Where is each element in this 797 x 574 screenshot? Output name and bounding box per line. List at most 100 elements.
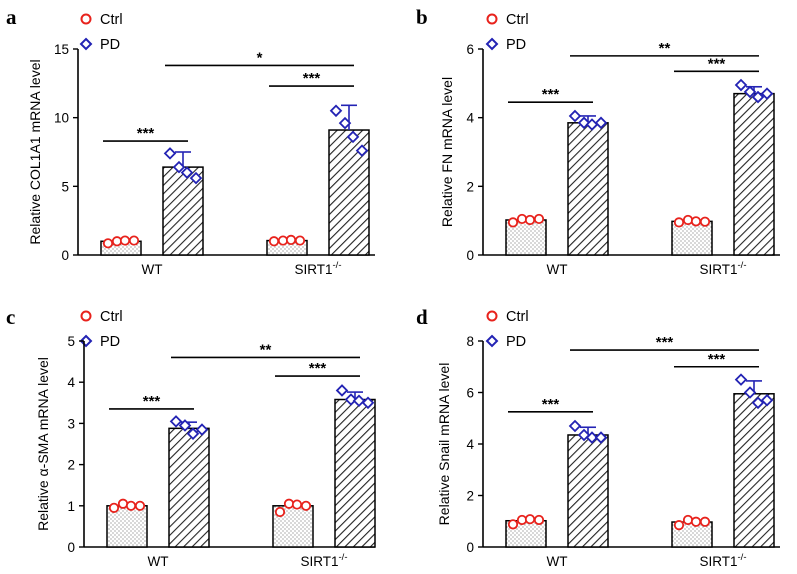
x-category-label: SIRT1-/-: [700, 552, 747, 569]
legend-ctrl-marker: [486, 13, 498, 25]
y-tick-label: 0: [466, 540, 474, 555]
data-point-ctrl: [690, 516, 702, 527]
panel-a: a Ctrl PD 0 5 10 15 Relative COL1A1 mRNA level W…: [6, 5, 375, 277]
data-point-pd: [195, 423, 209, 436]
data-point-pd: [760, 87, 774, 100]
data-point-ctrl: [102, 238, 114, 249]
data-point-pd: [163, 147, 177, 160]
data-point-pd: [734, 373, 748, 386]
x-category-label: WT: [547, 554, 568, 569]
data-point-pd: [338, 116, 352, 130]
data-point-ctrl: [682, 214, 694, 226]
data-point-pd: [585, 431, 599, 444]
data-point-pd: [568, 419, 582, 433]
y-tick-label: 4: [67, 375, 75, 390]
x-category-label: SIRT1-/-: [295, 260, 342, 277]
panel-letter: d: [416, 305, 428, 329]
x-category-superscript: -/-: [738, 552, 747, 563]
data-point-pd: [169, 415, 183, 428]
legend-ctrl-label: Ctrl: [506, 12, 529, 28]
significance-label: ***: [137, 125, 155, 142]
legend-pd-label: PD: [100, 37, 120, 53]
y-tick-label: 0: [466, 248, 474, 263]
significance-label: *: [257, 49, 263, 66]
y-tick-label: 5: [61, 179, 69, 194]
panel-letter: b: [416, 5, 428, 29]
data-point-ctrl: [524, 514, 536, 525]
data-point-pd: [734, 78, 748, 92]
y-axis-label: Relative α-SMA mRNA level: [35, 357, 51, 531]
data-point-ctrl: [119, 235, 131, 246]
data-point-pd: [361, 396, 375, 410]
x-category-superscript: -/-: [339, 552, 348, 563]
y-axis-label: Relative FN mRNA level: [439, 77, 455, 227]
data-point-pd: [355, 144, 369, 157]
data-point-ctrl: [134, 500, 146, 511]
x-category-label: WT: [148, 554, 169, 569]
data-point-ctrl: [507, 519, 519, 530]
data-point-ctrl: [699, 216, 711, 227]
panel-b: b Ctrl PD 0 2 4 6 Relative FN mRNA level WT SIRT1…: [416, 5, 780, 277]
bar-pd-sirt1: [733, 393, 775, 548]
data-point-ctrl: [111, 236, 123, 247]
x-category-label: WT: [142, 262, 163, 277]
data-point-pd: [346, 130, 360, 144]
panel-c: c Ctrl PD 0 1 2 3 4 5 Relative α-SMA mRNA level WT…: [6, 305, 376, 569]
panel-letter: a: [6, 5, 17, 29]
legend-ctrl-label: Ctrl: [100, 309, 123, 325]
data-point-ctrl: [108, 502, 120, 513]
significance-label: ***: [542, 86, 560, 103]
bar-pd-wt: [567, 434, 609, 548]
data-point-ctrl: [268, 236, 280, 247]
legend-pd-label: PD: [506, 334, 526, 350]
significance-label: ***: [708, 55, 726, 72]
bar-pd-sirt1: [334, 398, 376, 548]
data-point-pd: [178, 419, 192, 432]
panel-letter: c: [6, 305, 15, 329]
data-point-pd: [172, 160, 186, 174]
data-point-ctrl: [283, 498, 295, 509]
data-point-pd: [594, 431, 608, 444]
data-point-ctrl: [690, 216, 702, 227]
data-point-ctrl: [507, 217, 519, 228]
data-point-ctrl: [274, 506, 286, 518]
data-point-pd: [329, 104, 343, 118]
data-point-ctrl: [673, 520, 685, 531]
significance-label: **: [659, 40, 671, 57]
data-point-ctrl: [300, 500, 312, 511]
legend-ctrl-label: Ctrl: [506, 309, 529, 325]
significance-label: ***: [303, 70, 321, 87]
significance-label: ***: [542, 396, 560, 413]
data-point-ctrl: [516, 514, 528, 526]
legend-pd-marker: [485, 334, 499, 348]
data-point-pd: [352, 394, 366, 408]
data-point-ctrl: [533, 514, 545, 526]
y-tick-label: 10: [54, 111, 69, 126]
data-point-pd: [751, 90, 765, 104]
data-point-ctrl: [291, 499, 303, 510]
data-point-ctrl: [277, 235, 289, 246]
data-point-pd: [751, 396, 765, 410]
x-category-superscript: -/-: [333, 260, 342, 271]
data-point-pd: [335, 384, 349, 397]
data-point-pd: [568, 109, 582, 123]
y-axis-label: Relative COL1A1 mRNA level: [27, 59, 43, 244]
x-category-superscript: -/-: [738, 260, 747, 271]
legend-ctrl-marker: [486, 310, 498, 322]
x-category-label: SIRT1-/-: [700, 260, 747, 277]
bar-pd-wt: [567, 122, 609, 256]
data-point-ctrl: [673, 217, 685, 228]
significance-label: ***: [309, 360, 327, 377]
y-tick-label: 8: [466, 334, 474, 349]
y-tick-label: 1: [67, 499, 75, 514]
legend-ctrl-marker: [80, 310, 92, 322]
y-tick-label: 5: [67, 334, 75, 349]
y-tick-label: 0: [61, 248, 69, 263]
data-point-pd: [180, 166, 194, 179]
data-point-ctrl: [516, 213, 528, 225]
y-tick-label: 2: [67, 458, 75, 473]
y-tick-label: 0: [67, 540, 75, 555]
data-point-ctrl: [128, 235, 140, 246]
data-point-pd: [186, 427, 200, 440]
